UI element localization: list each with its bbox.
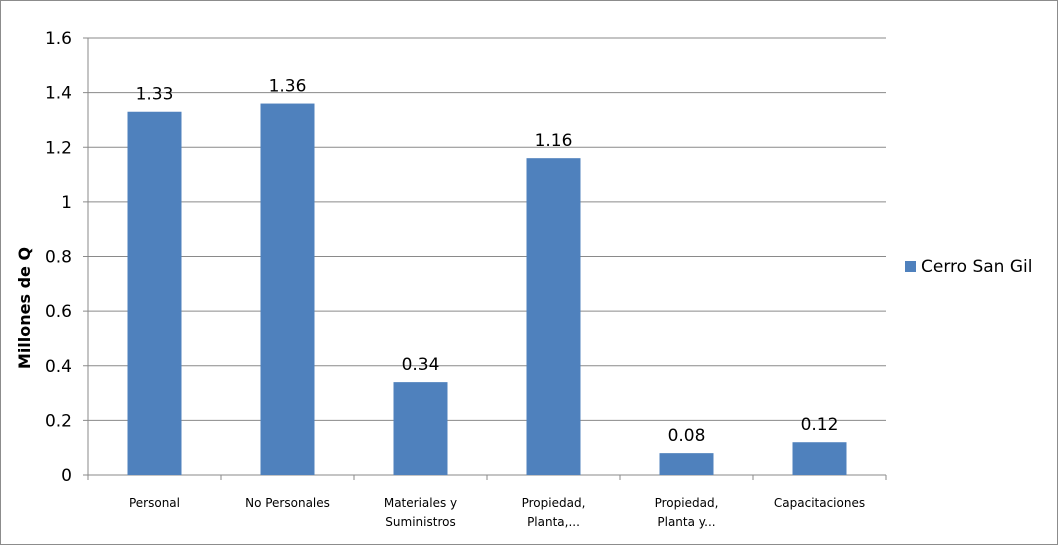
axes xyxy=(83,37,887,480)
bars xyxy=(127,103,847,476)
bar xyxy=(127,111,182,476)
bar xyxy=(526,158,581,476)
x-tick-label: No Personales xyxy=(245,496,330,510)
bar xyxy=(260,103,315,476)
x-tick-label: Personal xyxy=(129,496,180,510)
bar xyxy=(792,442,847,475)
y-tick-label: 0.2 xyxy=(45,411,72,431)
data-label: 1.36 xyxy=(269,77,307,97)
y-axis-title: Millones de Q xyxy=(15,247,34,369)
y-tick-label: 0.6 xyxy=(45,302,72,322)
data-labels: 1.33 1.36 0.34 1.16 0.08 0.12 xyxy=(136,77,839,447)
y-tick-label: 1.2 xyxy=(45,138,72,158)
y-tick-label: 1 xyxy=(61,193,72,213)
bar xyxy=(393,382,448,475)
legend-swatch xyxy=(905,261,916,272)
x-tick-label: Materiales y xyxy=(384,496,457,510)
x-tick-label: Propiedad, xyxy=(522,496,586,510)
x-tick-label: Propiedad, xyxy=(655,496,719,510)
y-tick-label: 1.4 xyxy=(45,84,72,104)
tick-labels: 0 0.2 0.4 0.6 0.8 1 1.2 1.4 1.6 Personal No Person… xyxy=(45,29,865,529)
data-label: 1.16 xyxy=(535,131,573,151)
x-tick-label: Suministros xyxy=(385,515,455,529)
legend-entry: Cerro San Gil xyxy=(921,257,1032,277)
x-tick-label: Planta,... xyxy=(527,515,580,529)
gridlines xyxy=(88,37,886,421)
y-tick-label: 1.6 xyxy=(45,29,72,49)
data-label: 1.33 xyxy=(136,85,174,105)
bar xyxy=(659,453,714,475)
data-label: 0.34 xyxy=(402,355,440,375)
y-tick-label: 0 xyxy=(61,466,72,486)
y-tick-label: 0.4 xyxy=(45,357,72,377)
legend: Cerro San Gil xyxy=(905,257,1032,277)
x-tick-label: Planta y... xyxy=(657,515,715,529)
y-tick-label: 0.8 xyxy=(45,248,72,268)
data-label: 0.08 xyxy=(668,426,706,446)
data-label: 0.12 xyxy=(801,415,839,435)
x-tick-label: Capacitaciones xyxy=(774,496,865,510)
